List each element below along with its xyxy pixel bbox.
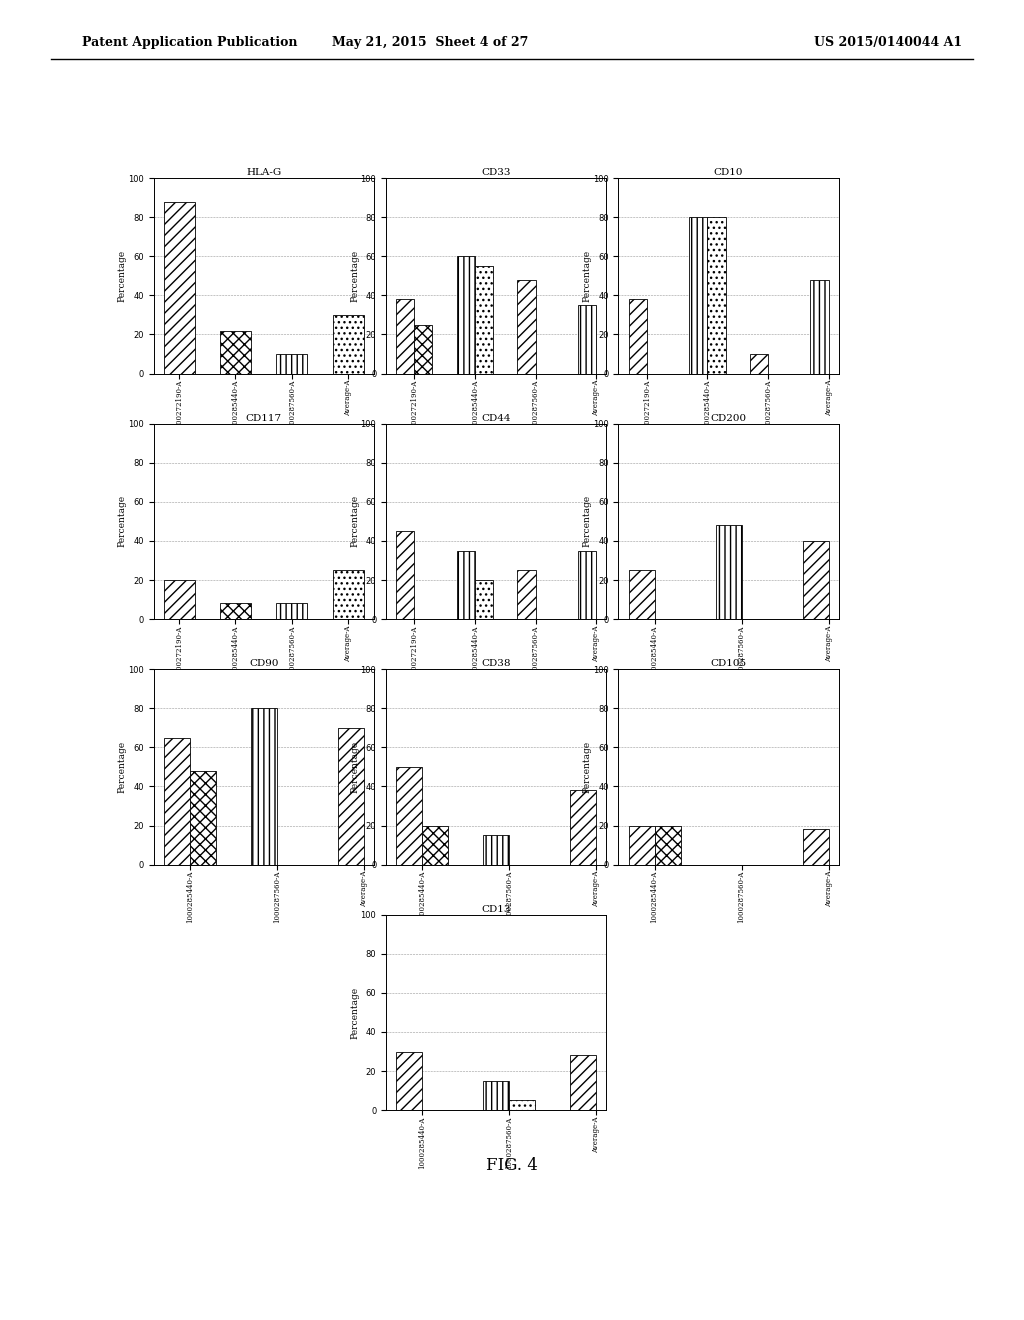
Bar xyxy=(396,531,415,619)
Title: CD90: CD90 xyxy=(249,660,279,668)
Bar xyxy=(578,550,596,619)
Title: CD200: CD200 xyxy=(711,414,746,422)
Text: FIG. 4: FIG. 4 xyxy=(486,1156,538,1173)
Bar xyxy=(338,727,364,865)
Text: Patent Application Publication: Patent Application Publication xyxy=(82,36,297,49)
Title: CD105: CD105 xyxy=(711,660,746,668)
Y-axis label: Percentage: Percentage xyxy=(118,495,127,548)
Bar xyxy=(689,218,708,374)
Y-axis label: Percentage: Percentage xyxy=(118,249,127,302)
Text: US 2015/0140044 A1: US 2015/0140044 A1 xyxy=(814,36,963,49)
Bar xyxy=(578,305,596,374)
Bar xyxy=(803,829,828,865)
Text: May 21, 2015  Sheet 4 of 27: May 21, 2015 Sheet 4 of 27 xyxy=(332,36,528,49)
Y-axis label: Percentage: Percentage xyxy=(583,495,592,548)
Bar xyxy=(509,1101,536,1110)
Bar xyxy=(276,354,307,374)
Title: CD10: CD10 xyxy=(714,169,743,177)
Bar xyxy=(750,354,768,374)
Bar xyxy=(475,267,494,374)
Y-axis label: Percentage: Percentage xyxy=(350,986,359,1039)
Title: CD13: CD13 xyxy=(481,906,511,913)
Bar xyxy=(396,767,422,865)
Bar xyxy=(396,300,415,374)
Bar xyxy=(570,1056,596,1110)
Y-axis label: Percentage: Percentage xyxy=(350,495,359,548)
Bar xyxy=(415,325,432,374)
Bar xyxy=(189,771,216,865)
Bar xyxy=(220,603,251,619)
Bar xyxy=(396,1052,422,1110)
Bar xyxy=(570,791,596,865)
Bar xyxy=(457,256,475,374)
Bar xyxy=(333,570,364,619)
Bar xyxy=(457,550,475,619)
Bar xyxy=(164,579,195,619)
Bar xyxy=(629,570,654,619)
Bar xyxy=(251,709,276,865)
Bar xyxy=(422,825,449,865)
Bar xyxy=(517,570,536,619)
Title: HLA-G: HLA-G xyxy=(246,169,282,177)
Y-axis label: Percentage: Percentage xyxy=(583,741,592,793)
Bar xyxy=(164,202,195,374)
Bar xyxy=(654,825,681,865)
Y-axis label: Percentage: Percentage xyxy=(350,249,359,302)
Bar xyxy=(810,280,828,374)
Title: CD117: CD117 xyxy=(246,414,282,422)
Title: CD38: CD38 xyxy=(481,660,511,668)
Bar xyxy=(475,579,494,619)
Bar xyxy=(333,315,364,374)
Title: CD44: CD44 xyxy=(481,414,511,422)
Title: CD33: CD33 xyxy=(481,169,511,177)
Bar xyxy=(629,825,654,865)
Bar xyxy=(803,541,828,619)
Bar xyxy=(708,218,726,374)
Bar xyxy=(483,1081,509,1110)
Bar xyxy=(517,280,536,374)
Bar xyxy=(483,836,509,865)
Bar xyxy=(276,603,307,619)
Bar xyxy=(164,738,189,865)
Bar xyxy=(716,525,741,619)
Y-axis label: Percentage: Percentage xyxy=(350,741,359,793)
Y-axis label: Percentage: Percentage xyxy=(583,249,592,302)
Bar xyxy=(629,300,647,374)
Y-axis label: Percentage: Percentage xyxy=(118,741,127,793)
Bar xyxy=(220,330,251,374)
